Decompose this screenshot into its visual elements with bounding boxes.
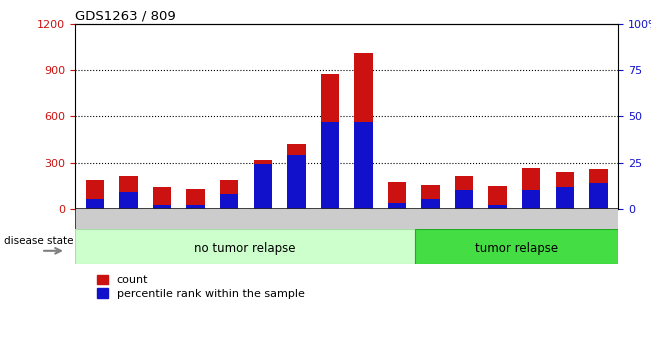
Bar	[119, 192, 138, 209]
Bar	[220, 194, 238, 209]
Bar	[86, 180, 104, 209]
Bar	[119, 176, 138, 209]
Bar	[421, 199, 440, 209]
Bar	[589, 183, 607, 209]
Bar	[455, 190, 473, 209]
Text: tumor relapse: tumor relapse	[475, 242, 558, 255]
Bar	[354, 122, 372, 209]
Bar	[415, 229, 618, 264]
Bar	[488, 205, 507, 209]
Bar	[86, 199, 104, 209]
Legend: count, percentile rank within the sample: count, percentile rank within the sample	[97, 275, 305, 299]
Bar	[75, 229, 415, 264]
Bar	[220, 179, 238, 209]
Bar	[388, 182, 406, 209]
Bar	[253, 160, 272, 209]
Bar	[354, 53, 372, 209]
Bar	[488, 186, 507, 209]
Bar	[287, 155, 305, 209]
Bar	[555, 172, 574, 209]
Bar	[522, 190, 540, 209]
Text: no tumor relapse: no tumor relapse	[194, 242, 296, 255]
Bar	[555, 187, 574, 209]
Bar	[186, 189, 205, 209]
Bar	[321, 74, 339, 209]
Bar	[321, 122, 339, 209]
Bar	[153, 187, 171, 209]
Bar	[589, 169, 607, 209]
Bar	[388, 203, 406, 209]
Bar	[186, 205, 205, 209]
Text: GDS1263 / 809: GDS1263 / 809	[75, 10, 176, 23]
Bar	[421, 185, 440, 209]
Bar	[287, 144, 305, 209]
Bar	[522, 168, 540, 209]
Bar	[455, 176, 473, 209]
Bar	[153, 205, 171, 209]
Bar	[253, 165, 272, 209]
Text: disease state: disease state	[4, 237, 74, 246]
